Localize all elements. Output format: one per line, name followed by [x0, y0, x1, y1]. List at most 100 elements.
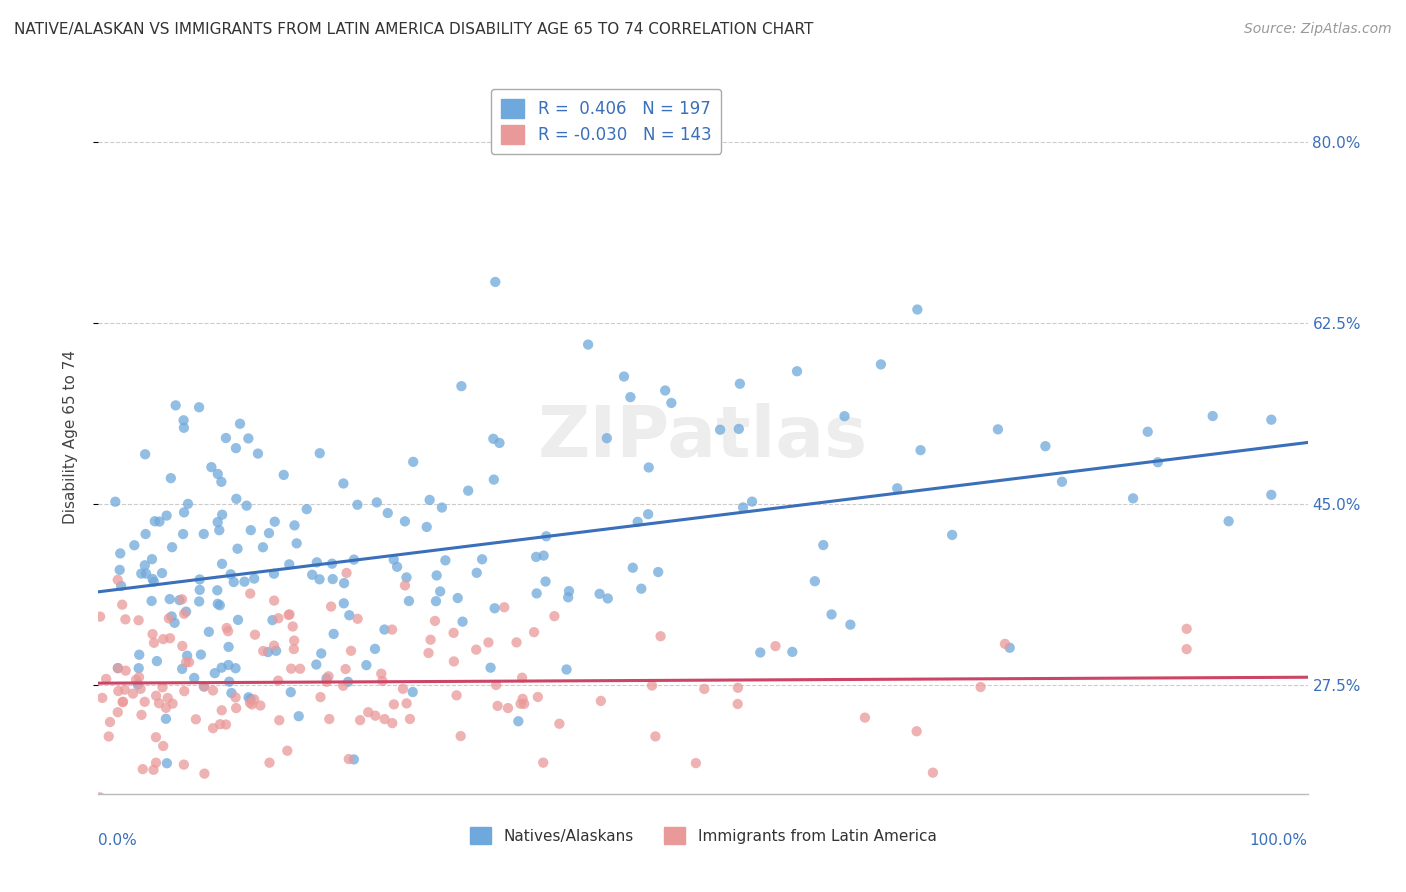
Point	[315, 674, 337, 689]
Point	[922, 765, 945, 780]
Point	[305, 657, 328, 672]
Point	[221, 686, 243, 700]
Point	[114, 612, 136, 626]
Point	[165, 398, 187, 412]
Point	[647, 565, 669, 579]
Point	[283, 642, 305, 657]
Point	[173, 684, 195, 698]
Point	[426, 568, 449, 582]
Point	[142, 763, 165, 777]
Point	[198, 624, 221, 639]
Point	[97, 730, 120, 744]
Point	[152, 681, 174, 695]
Point	[285, 536, 308, 550]
Point	[173, 413, 195, 427]
Point	[208, 599, 231, 613]
Point	[160, 540, 183, 554]
Point	[134, 695, 156, 709]
Point	[349, 713, 371, 727]
Point	[513, 697, 536, 711]
Point	[174, 605, 197, 619]
Point	[534, 574, 557, 589]
Point	[374, 712, 396, 726]
Point	[267, 673, 290, 688]
Point	[128, 661, 150, 675]
Point	[273, 467, 295, 482]
Point	[257, 645, 280, 659]
Point	[225, 661, 247, 675]
Point	[246, 447, 269, 461]
Point	[239, 696, 262, 710]
Point	[162, 697, 184, 711]
Point	[163, 615, 186, 630]
Point	[402, 685, 425, 699]
Point	[557, 591, 579, 605]
Point	[108, 563, 131, 577]
Point	[373, 623, 395, 637]
Point	[870, 358, 893, 372]
Point	[782, 645, 804, 659]
Point	[225, 491, 247, 506]
Point	[111, 695, 134, 709]
Point	[269, 713, 291, 727]
Point	[172, 527, 194, 541]
Point	[685, 756, 707, 771]
Point	[479, 661, 502, 675]
Point	[371, 673, 394, 688]
Point	[107, 573, 129, 587]
Point	[145, 689, 167, 703]
Point	[494, 600, 516, 615]
Point	[589, 694, 612, 708]
Point	[280, 662, 302, 676]
Point	[229, 417, 252, 431]
Point	[450, 729, 472, 743]
Point	[128, 670, 150, 684]
Point	[91, 690, 114, 705]
Point	[122, 687, 145, 701]
Point	[143, 514, 166, 528]
Point	[333, 576, 356, 591]
Point	[588, 587, 610, 601]
Point	[1260, 413, 1282, 427]
Point	[278, 558, 301, 572]
Point	[188, 573, 211, 587]
Point	[218, 640, 240, 654]
Point	[281, 619, 304, 633]
Point	[127, 678, 149, 692]
Point	[94, 672, 117, 686]
Point	[188, 401, 211, 415]
Point	[727, 681, 749, 695]
Point	[207, 515, 229, 529]
Point	[89, 790, 111, 805]
Point	[308, 572, 330, 586]
Point	[177, 497, 200, 511]
Point	[283, 633, 305, 648]
Point	[160, 609, 183, 624]
Point	[392, 681, 415, 696]
Point	[457, 483, 479, 498]
Point	[170, 592, 193, 607]
Point	[104, 494, 127, 508]
Point	[110, 579, 132, 593]
Point	[239, 523, 262, 537]
Point	[385, 559, 408, 574]
Text: 0.0%: 0.0%	[98, 833, 138, 848]
Point	[727, 697, 749, 711]
Point	[240, 698, 263, 712]
Point	[156, 508, 179, 523]
Point	[215, 621, 238, 635]
Point	[262, 613, 284, 627]
Point	[148, 515, 170, 529]
Point	[226, 541, 249, 556]
Point	[484, 601, 506, 615]
Point	[207, 467, 229, 481]
Point	[1260, 488, 1282, 502]
Point	[184, 712, 207, 726]
Point	[512, 691, 534, 706]
Point	[637, 507, 659, 521]
Text: 100.0%: 100.0%	[1250, 833, 1308, 848]
Point	[332, 679, 354, 693]
Point	[183, 671, 205, 685]
Point	[364, 641, 387, 656]
Point	[252, 644, 274, 658]
